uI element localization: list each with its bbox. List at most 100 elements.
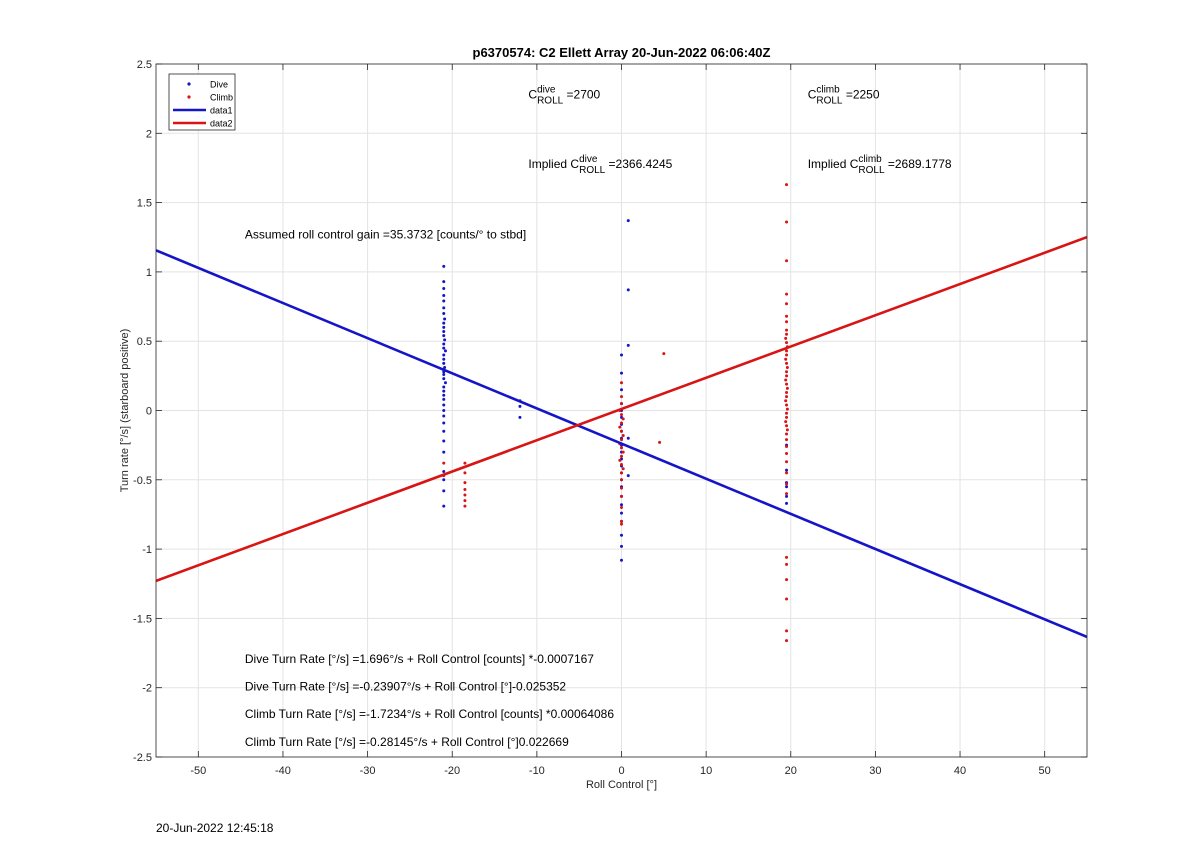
plot-area: [156, 183, 1087, 643]
dive-point: [442, 414, 446, 418]
dive-point: [442, 287, 446, 291]
climb-point: [785, 370, 789, 374]
climb-point: [785, 361, 789, 365]
climb-point: [620, 421, 623, 425]
dive-point: [626, 474, 630, 478]
dive-point: [785, 494, 789, 498]
climb-point: [442, 461, 446, 465]
climb-point: [785, 555, 789, 559]
y-tick-label: -0.5: [133, 475, 152, 487]
climb-point: [785, 314, 789, 318]
climb-point: [620, 438, 623, 442]
x-tick-label: 20: [785, 765, 797, 777]
dive-point: [442, 409, 446, 412]
note-0: Assumed roll control gain =35.3732 [coun…: [245, 228, 526, 242]
legend-label: Climb: [210, 93, 233, 103]
climb-point: [785, 578, 789, 582]
climb-point: [785, 390, 789, 394]
dive-point: [442, 504, 446, 508]
annotation-icclimb: Implied Cclimb ROLL =2689.1778: [808, 154, 952, 176]
dive-point: [442, 311, 446, 315]
climb-point: [620, 454, 623, 458]
climb-point: [785, 424, 789, 428]
dive-point: [442, 372, 446, 376]
climb-point: [785, 382, 789, 386]
climb-point: [785, 341, 789, 345]
annotation-cclimb: Cclimb ROLL =2250: [808, 85, 880, 107]
annotations: Cdive ROLL =2700 Cclimb ROLL =2250 Implied C…: [245, 85, 952, 749]
note-4: Climb Turn Rate [°/s] =-0.28145°/s + Rol…: [245, 735, 569, 749]
climb-point: [785, 220, 789, 224]
dive-point: [443, 381, 447, 385]
y-tick-label: 2.5: [137, 59, 152, 71]
dive-point: [442, 403, 446, 407]
climb-point: [620, 402, 623, 406]
timestamp: 20-Jun-2022 12:45:18: [156, 821, 274, 835]
annotation-icdive: Implied Cdive ROLL =2366.4245: [528, 154, 672, 176]
climb-point: [620, 446, 623, 450]
climb-point: [785, 482, 789, 486]
climb-point: [785, 411, 789, 415]
dive-point: [620, 371, 623, 375]
dive-point: [442, 306, 446, 310]
dive-point: [443, 317, 447, 321]
dive-point: [442, 478, 446, 482]
climb-point: [785, 597, 789, 601]
y-tick-label: 1: [146, 267, 152, 279]
climb-point: [785, 320, 789, 324]
dive-point: [518, 404, 522, 408]
dive-point: [443, 338, 447, 342]
annotation-cdive: Cdive ROLL =2700: [528, 85, 600, 107]
x-axis-label: Roll Control [°]: [586, 779, 657, 791]
climb-point: [463, 493, 467, 497]
climb-point: [620, 381, 623, 385]
climb-point: [620, 429, 623, 433]
dive-point: [442, 264, 446, 268]
dive-point: [785, 468, 789, 472]
dive-point: [442, 421, 446, 425]
dive-point: [442, 450, 446, 454]
climb-point: [620, 494, 623, 498]
dive-point: [626, 343, 630, 347]
climb-point: [785, 629, 789, 633]
series-data1: [156, 249, 1087, 639]
note-3: Climb Turn Rate [°/s] =-1.7234°/s + Roll…: [245, 707, 614, 721]
dive-point: [442, 393, 446, 397]
y-tick-label: 0: [146, 406, 152, 418]
dive-point: [442, 293, 446, 297]
climb-point: [620, 506, 623, 510]
climb-point: [785, 183, 789, 187]
y-tick-label: -1.5: [133, 613, 152, 625]
climb-point: [785, 562, 789, 566]
dive-point: [442, 342, 446, 346]
climb-point: [463, 488, 467, 492]
dive-point: [620, 558, 623, 562]
climb-point: [785, 639, 789, 643]
climb-point: [785, 428, 789, 432]
climb-point: [620, 522, 623, 526]
climb-point: [785, 471, 789, 475]
x-tick-label: -50: [190, 765, 206, 777]
x-tick-label: -40: [275, 765, 291, 777]
x-tick-label: 50: [1039, 765, 1051, 777]
climb-point: [618, 425, 622, 429]
climb-point: [785, 302, 789, 306]
climb-point: [463, 461, 467, 465]
climb-point: [785, 445, 789, 449]
climb-point: [785, 451, 789, 455]
dive-point: [620, 353, 623, 357]
climb-point: [784, 378, 788, 382]
climb-point: [621, 417, 625, 421]
climb-point: [785, 395, 789, 399]
x-tick-label: -30: [360, 765, 376, 777]
dive-point: [442, 280, 446, 284]
dive-point: [442, 325, 446, 329]
series-data2: [156, 235, 1087, 583]
climb-point: [785, 374, 789, 378]
dive-point: [442, 299, 446, 303]
climb-point: [785, 403, 789, 407]
data2-line: [156, 235, 1087, 583]
dive-point: [443, 349, 447, 353]
dive-point: [442, 439, 446, 443]
x-tick-label: 40: [954, 765, 966, 777]
